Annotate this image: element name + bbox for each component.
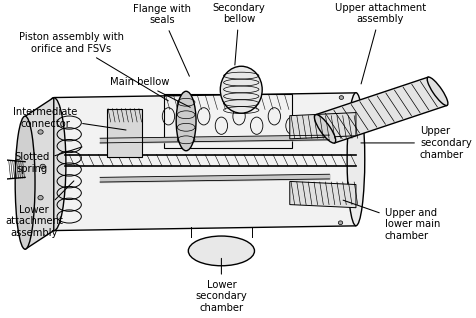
Polygon shape [315, 77, 446, 143]
Ellipse shape [337, 221, 342, 225]
Ellipse shape [426, 77, 447, 106]
Polygon shape [54, 93, 355, 231]
Ellipse shape [41, 98, 66, 231]
Ellipse shape [38, 196, 43, 200]
Text: Lower
secondary
chamber: Lower secondary chamber [195, 258, 247, 313]
Text: Intermediate
connector: Intermediate connector [13, 107, 126, 130]
Ellipse shape [15, 116, 35, 249]
Text: Upper
secondary
chamber: Upper secondary chamber [360, 126, 471, 160]
Text: Main bellow: Main bellow [110, 77, 190, 107]
Text: Flange with
seals: Flange with seals [133, 4, 190, 76]
Ellipse shape [188, 236, 254, 266]
Text: Slotted
spring: Slotted spring [14, 147, 82, 174]
Polygon shape [289, 113, 355, 139]
Polygon shape [107, 108, 142, 157]
Polygon shape [25, 98, 54, 249]
Ellipse shape [220, 66, 262, 113]
Ellipse shape [347, 93, 364, 226]
Text: Upper and
lower main
chamber: Upper and lower main chamber [342, 200, 439, 241]
Ellipse shape [314, 114, 335, 143]
Polygon shape [289, 182, 355, 208]
Text: Upper attachment
assembly: Upper attachment assembly [334, 3, 425, 84]
Ellipse shape [176, 91, 196, 151]
Ellipse shape [338, 96, 343, 100]
Ellipse shape [40, 164, 45, 169]
Text: Secondary
bellow: Secondary bellow [212, 3, 265, 65]
Text: Piston assembly with
orifice and FSVs: Piston assembly with orifice and FSVs [19, 32, 168, 101]
Ellipse shape [38, 130, 43, 134]
Text: Lower
attachment
assembly: Lower attachment assembly [5, 181, 74, 238]
